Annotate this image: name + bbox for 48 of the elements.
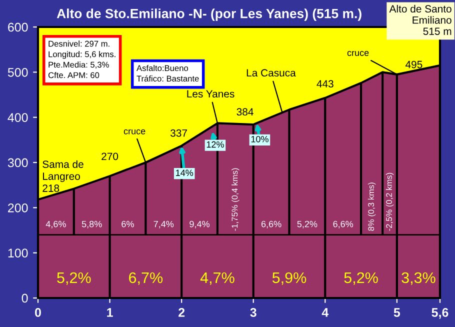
- annotation: -1,75% (0,4 kms): [232, 168, 240, 231]
- annotation: -2,5% (0,2 kms): [386, 172, 394, 231]
- y-tick-label: 300: [8, 158, 28, 168]
- x-tick-label: 2: [178, 308, 185, 317]
- y-tick-label: 600: [8, 22, 28, 32]
- annotation: 443: [316, 80, 334, 88]
- y-tick-label: 500: [8, 68, 28, 77]
- x-tick-label: 1: [107, 308, 113, 317]
- annotation: 3,3%: [402, 272, 436, 285]
- annotation: cruce: [124, 129, 146, 134]
- x-tick-label: 0: [35, 308, 41, 317]
- annotation: 6,6%: [333, 220, 354, 228]
- annotation: La Casuca: [246, 69, 296, 77]
- x-tick-label: 3: [250, 308, 256, 317]
- y-tick-label: 0: [22, 294, 28, 303]
- annotation: 6,7%: [129, 272, 163, 285]
- annotation: Les Yanes: [187, 90, 234, 98]
- annotation: Asfalto:Bueno Tráfico: Bastante: [136, 64, 199, 82]
- y-tick-label: 400: [8, 113, 28, 122]
- annotation: cruce: [347, 51, 369, 56]
- annotation: 495: [406, 60, 422, 68]
- annotation: 5,2%: [344, 272, 378, 285]
- annotation: 337: [170, 129, 187, 137]
- annotation: 5,2%: [57, 272, 91, 285]
- annotation: 12%: [206, 141, 224, 148]
- annotation: 384: [236, 108, 254, 116]
- x-tick-label: 5,6: [432, 308, 448, 319]
- annotation: 4,7%: [200, 272, 234, 285]
- annotation: 5,2%: [297, 220, 318, 228]
- annotation: 5,9%: [272, 272, 306, 285]
- x-tick-label: 4: [322, 308, 329, 317]
- annotation: 6,6%: [261, 220, 282, 228]
- annotation: 10%: [251, 136, 268, 142]
- annotation: 4,6%: [46, 220, 66, 228]
- annotation: 5,8%: [82, 220, 102, 228]
- annotation: 8% (0,3 kms): [368, 182, 376, 231]
- annotation: 270: [102, 152, 118, 160]
- annotation: 6%: [122, 220, 134, 228]
- annotation: Sama de Langreo 218: [42, 160, 84, 192]
- annotation: 14%: [176, 170, 194, 176]
- x-tick-label: 5: [394, 308, 400, 317]
- annotation: 7,4%: [154, 220, 174, 228]
- annotation: 9,4%: [190, 220, 210, 228]
- annotation: Desnivel: 297 m. Longitud: 5,6 kms. Pte.Media: 5,3% Cfte. APM: 60: [48, 40, 116, 78]
- chart-title: Alto de Sto.Emiliano -N- (por Les Yanes) (515 m.): [56, 8, 362, 21]
- annotation: Alto de Santo Emiliano 515 m: [389, 4, 452, 35]
- y-tick-label: 100: [8, 248, 28, 258]
- y-tick-label: 200: [8, 203, 28, 212]
